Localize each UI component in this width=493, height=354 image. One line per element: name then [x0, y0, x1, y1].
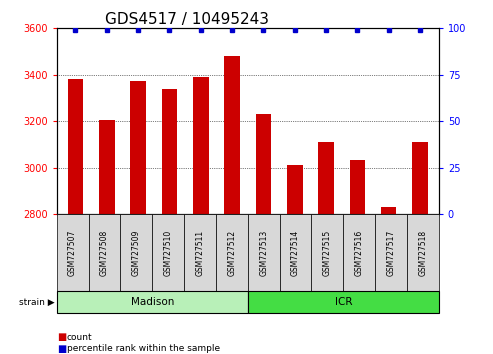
Text: ■: ■ — [57, 344, 66, 354]
Bar — [381, 207, 396, 214]
Bar — [350, 160, 365, 214]
Text: GSM727508: GSM727508 — [100, 230, 109, 276]
Text: GSM727515: GSM727515 — [323, 230, 332, 276]
Bar — [412, 142, 428, 214]
Bar — [224, 56, 240, 214]
Text: GSM727518: GSM727518 — [419, 230, 427, 276]
Bar — [99, 120, 115, 214]
Text: GDS4517 / 10495243: GDS4517 / 10495243 — [106, 12, 269, 27]
Text: count: count — [67, 332, 92, 342]
Text: GSM727513: GSM727513 — [259, 230, 268, 276]
Text: Madison: Madison — [131, 297, 174, 307]
Text: ■: ■ — [57, 332, 66, 342]
Bar — [193, 77, 209, 214]
Text: GSM727512: GSM727512 — [227, 230, 236, 276]
Bar — [255, 114, 271, 214]
Bar — [130, 81, 146, 214]
Bar — [318, 142, 334, 214]
Text: GSM727509: GSM727509 — [132, 229, 141, 276]
Bar — [68, 79, 83, 214]
Text: GSM727517: GSM727517 — [387, 230, 395, 276]
Text: ICR: ICR — [335, 297, 352, 307]
Text: GSM727510: GSM727510 — [164, 230, 173, 276]
Text: GSM727514: GSM727514 — [291, 230, 300, 276]
Text: strain ▶: strain ▶ — [19, 298, 54, 307]
Text: GSM727511: GSM727511 — [195, 230, 205, 276]
Text: percentile rank within the sample: percentile rank within the sample — [67, 344, 220, 353]
Text: GSM727507: GSM727507 — [68, 229, 77, 276]
Text: GSM727516: GSM727516 — [354, 230, 364, 276]
Bar — [287, 165, 303, 214]
Bar — [162, 89, 177, 214]
